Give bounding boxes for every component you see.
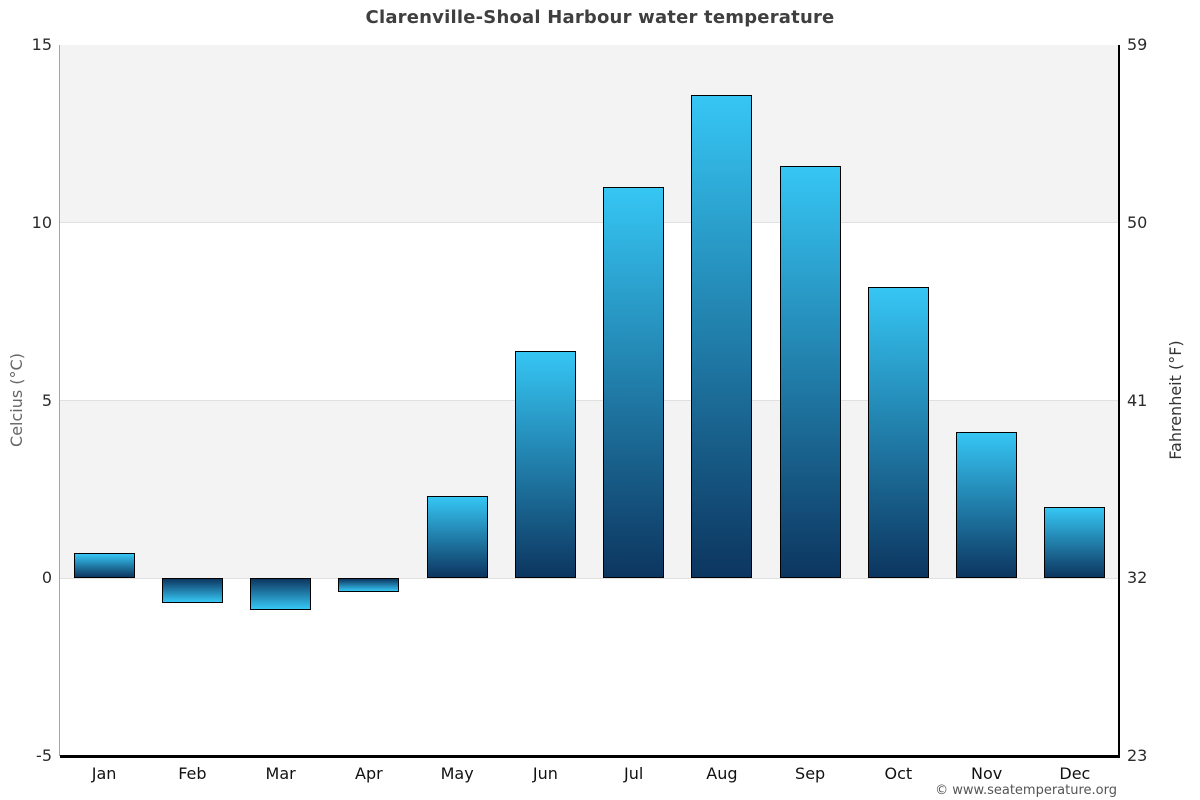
- y-tick-celsius-5: 5: [41, 390, 52, 410]
- bar-apr: [338, 578, 400, 593]
- x-label-sep: Sep: [795, 764, 826, 783]
- x-label-mar: Mar: [265, 764, 296, 783]
- gridline: [60, 222, 1119, 224]
- x-label-aug: Aug: [706, 764, 738, 783]
- x-label-jan: Jan: [91, 764, 117, 783]
- y-tick-celsius--5: -5: [36, 746, 52, 765]
- y-axis-line-right: [1118, 45, 1120, 757]
- bar-feb: [161, 578, 223, 604]
- x-label-jun: Jun: [532, 764, 558, 783]
- y-tick-celsius-10: 10: [31, 212, 52, 232]
- bar-sep: [779, 165, 841, 579]
- y-axis-line-left: [59, 45, 60, 756]
- plot-band: [60, 400, 1119, 579]
- gridline: [60, 577, 1119, 579]
- chart-title: Clarenville-Shoal Harbour water temperat…: [365, 7, 835, 28]
- bar-jun: [514, 350, 576, 579]
- y-tick-fahrenheit-59: 59: [1127, 35, 1148, 54]
- bar-oct: [867, 286, 929, 579]
- copyright-text: © www.seatemperature.org: [935, 783, 1117, 798]
- x-label-may: May: [440, 764, 474, 783]
- bar-jul: [603, 187, 665, 579]
- x-label-apr: Apr: [355, 764, 383, 783]
- y-tick-fahrenheit-50: 50: [1127, 212, 1148, 232]
- y-tick-fahrenheit-41: 41: [1127, 390, 1148, 410]
- x-label-jul: Jul: [623, 764, 644, 783]
- bar-dec: [1044, 507, 1106, 579]
- x-label-dec: Dec: [1059, 764, 1091, 783]
- bar-mar: [250, 578, 312, 611]
- bar-aug: [691, 94, 753, 579]
- y-tick-fahrenheit-23: 23: [1127, 746, 1148, 765]
- gridline: [60, 400, 1119, 401]
- x-label-oct: Oct: [884, 764, 913, 783]
- plot-area: [59, 45, 1120, 758]
- y-tick-celsius-0: 0: [41, 568, 52, 588]
- x-label-nov: Nov: [971, 764, 1003, 783]
- bar-jan: [73, 553, 135, 579]
- y-tick-fahrenheit-32: 32: [1127, 568, 1148, 588]
- x-axis-line-bottom: [60, 755, 1120, 758]
- bar-nov: [956, 432, 1018, 579]
- plot-band: [60, 45, 1119, 223]
- bar-may: [426, 496, 488, 579]
- y-tick-celsius-15: 15: [31, 35, 52, 54]
- x-label-feb: Feb: [178, 764, 207, 783]
